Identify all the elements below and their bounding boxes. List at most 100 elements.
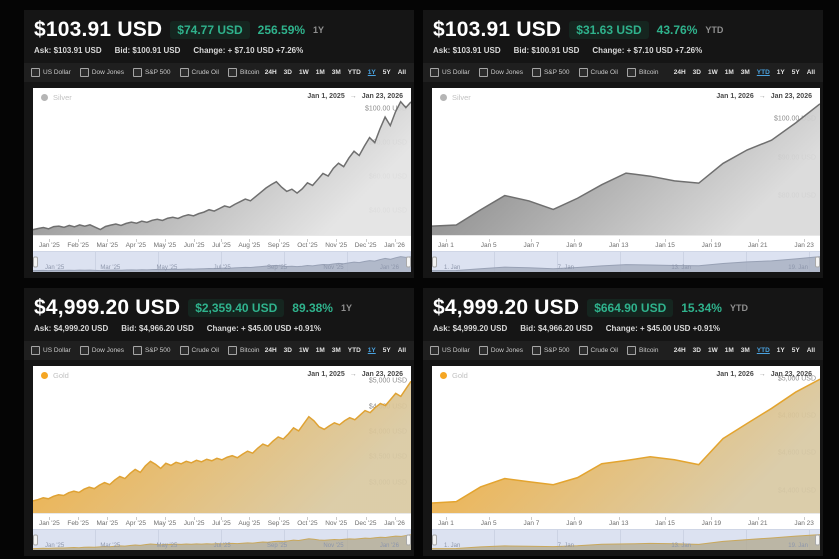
quote-panel-gold-ytd: $4,999.20 USD $664.90 USD 15.34% YTD Ask… — [423, 288, 823, 556]
range-button-3d[interactable]: 3D — [692, 347, 701, 354]
range-navigator[interactable]: Jan '25 Mar '25 May '25 Jul '25 Sep '25 Nov '… — [33, 529, 411, 550]
range-button-1y[interactable]: 1Y — [367, 347, 376, 354]
navigator-right-handle[interactable] — [406, 256, 411, 268]
asset-toggle-crude-oil[interactable]: Crude Oil — [578, 68, 618, 77]
series-color-dot-icon — [440, 94, 447, 101]
asset-toggle-bitcoin[interactable]: Bitcoin — [626, 68, 659, 77]
range-navigator[interactable]: 1. Jan 7. Jan 13. Jan 19. Jan — [432, 251, 820, 272]
range-button-1w[interactable]: 1W — [298, 347, 309, 354]
chart-toolbar: US Dollar Dow Jones S&P 500 Crude Oil Bitcoi… — [423, 63, 823, 82]
range-button-1m[interactable]: 1M — [724, 347, 734, 354]
chart-plot-area[interactable]: Silver Jan 1, 2026 → Jan 23, 2026 $100.0… — [432, 88, 820, 235]
range-button-5y[interactable]: 5Y — [791, 69, 800, 76]
asset-toggle-bitcoin[interactable]: Bitcoin — [227, 68, 260, 77]
ask-value: Ask: $103.91 USD — [433, 46, 501, 55]
navigator-left-handle[interactable] — [432, 256, 437, 268]
x-axis-label: Dec '25 — [355, 516, 377, 527]
range-button-all[interactable]: All — [806, 347, 815, 354]
range-button-ytd[interactable]: YTD — [347, 347, 361, 354]
range-button-3d[interactable]: 3D — [283, 69, 292, 76]
range-button-24h[interactable]: 24H — [673, 69, 686, 76]
range-button-1y[interactable]: 1Y — [776, 347, 785, 354]
series-legend[interactable]: Gold — [41, 371, 69, 380]
asset-toggle-crude-oil[interactable]: Crude Oil — [179, 68, 219, 77]
range-navigator[interactable]: Jan '25 Mar '25 May '25 Jul '25 Sep '25 Nov '… — [33, 251, 411, 272]
range-button-3m[interactable]: 3M — [331, 347, 341, 354]
range-button-1m[interactable]: 1M — [724, 69, 734, 76]
ask-value: Ask: $4,999.20 USD — [433, 324, 508, 333]
navigator-label: 19. Jan — [788, 265, 808, 271]
asset-toggle-us-dollar[interactable]: US Dollar — [430, 346, 470, 355]
range-button-1m[interactable]: 1M — [315, 347, 325, 354]
asset-toggle-s-p-500[interactable]: S&P 500 — [531, 346, 570, 355]
range-button-3m[interactable]: 3M — [740, 69, 750, 76]
checkbox-icon — [626, 346, 636, 355]
chart-plot-area[interactable]: Gold Jan 1, 2026 → Jan 23, 2026 $5,000 U… — [432, 366, 820, 513]
arrow-right-icon: → — [349, 93, 357, 100]
range-button-5y[interactable]: 5Y — [791, 347, 800, 354]
asset-toggle-crude-oil[interactable]: Crude Oil — [578, 346, 618, 355]
asset-toggle-s-p-500[interactable]: S&P 500 — [531, 68, 570, 77]
range-navigator[interactable]: 1. Jan 7. Jan 13. Jan 19. Jan — [432, 529, 820, 550]
range-button-1w[interactable]: 1W — [707, 69, 718, 76]
asset-toggle-us-dollar[interactable]: US Dollar — [430, 68, 470, 77]
x-axis-label: Apr '25 — [126, 238, 146, 249]
range-button-3m[interactable]: 3M — [331, 69, 341, 76]
x-axis-label: Jan 23 — [794, 516, 814, 527]
range-button-all[interactable]: All — [806, 69, 815, 76]
range-button-24h[interactable]: 24H — [264, 347, 277, 354]
series-legend[interactable]: Gold — [440, 371, 468, 380]
asset-toggle-dow-jones[interactable]: Dow Jones — [478, 68, 523, 77]
range-button-1y[interactable]: 1Y — [776, 69, 785, 76]
range-button-all[interactable]: All — [397, 347, 406, 354]
quote-panel-silver-ytd: $103.91 USD $31.63 USD 43.76% YTD Ask: $… — [423, 10, 823, 278]
asset-toggle-dow-jones[interactable]: Dow Jones — [478, 346, 523, 355]
range-button-1y[interactable]: 1Y — [367, 69, 376, 76]
x-axis-label: Jan 23 — [794, 238, 814, 249]
navigator-left-handle[interactable] — [33, 256, 38, 268]
asset-toggle-us-dollar[interactable]: US Dollar — [31, 346, 71, 355]
chart-toolbar: US Dollar Dow Jones S&P 500 Crude Oil Bitcoi… — [423, 341, 823, 360]
navigator-right-handle[interactable] — [406, 534, 411, 546]
asset-toggle-bitcoin[interactable]: Bitcoin — [227, 346, 260, 355]
range-button-1w[interactable]: 1W — [707, 347, 718, 354]
range-button-24h[interactable]: 24H — [264, 69, 277, 76]
series-legend[interactable]: Silver — [41, 93, 72, 102]
range-button-5y[interactable]: 5Y — [382, 347, 391, 354]
x-axis: Jan 1 Jan 5 Jan 7 Jan 9 Jan 13 Jan 15 Jan 19 Ja… — [432, 235, 820, 251]
range-button-ytd[interactable]: YTD — [347, 69, 361, 76]
x-axis-label: Jan 13 — [609, 516, 628, 527]
chart-plot-area[interactable]: Silver Jan 1, 2025 → Jan 23, 2026 $100.0… — [33, 88, 411, 235]
asset-toggle-dow-jones[interactable]: Dow Jones — [79, 346, 124, 355]
range-button-24h[interactable]: 24H — [673, 347, 686, 354]
chart-plot-area[interactable]: Gold Jan 1, 2025 → Jan 23, 2026 $5,000 U… — [33, 366, 411, 513]
series-legend[interactable]: Silver — [440, 93, 471, 102]
range-button-1w[interactable]: 1W — [298, 69, 309, 76]
range-button-all[interactable]: All — [397, 69, 406, 76]
asset-toggle-us-dollar[interactable]: US Dollar — [31, 68, 71, 77]
navigator-labels: 1. Jan 7. Jan 13. Jan 19. Jan — [432, 530, 820, 550]
chart-card: Silver Jan 1, 2026 → Jan 23, 2026 $100.0… — [432, 88, 820, 272]
navigator-mini-chart — [33, 252, 411, 272]
asset-toggle-dow-jones[interactable]: Dow Jones — [79, 68, 124, 77]
range-button-3d[interactable]: 3D — [283, 347, 292, 354]
range-button-5y[interactable]: 5Y — [382, 69, 391, 76]
navigator-right-handle[interactable] — [815, 534, 820, 546]
range-button-ytd[interactable]: YTD — [756, 347, 770, 354]
series-name: Gold — [53, 371, 69, 380]
asset-toggle-crude-oil[interactable]: Crude Oil — [179, 346, 219, 355]
range-button-3m[interactable]: 3M — [740, 347, 750, 354]
checkbox-icon — [179, 346, 189, 355]
navigator-right-handle[interactable] — [815, 256, 820, 268]
range-button-ytd[interactable]: YTD — [756, 69, 770, 76]
asset-toggle-s-p-500[interactable]: S&P 500 — [132, 68, 171, 77]
asset-label: Crude Oil — [590, 347, 618, 354]
price-area-chart — [432, 88, 820, 235]
range-button-3d[interactable]: 3D — [692, 69, 701, 76]
x-axis-label: Jan 1 — [438, 238, 454, 249]
navigator-left-handle[interactable] — [33, 534, 38, 546]
asset-toggle-s-p-500[interactable]: S&P 500 — [132, 346, 171, 355]
asset-toggle-bitcoin[interactable]: Bitcoin — [626, 346, 659, 355]
navigator-left-handle[interactable] — [432, 534, 437, 546]
range-button-1m[interactable]: 1M — [315, 69, 325, 76]
